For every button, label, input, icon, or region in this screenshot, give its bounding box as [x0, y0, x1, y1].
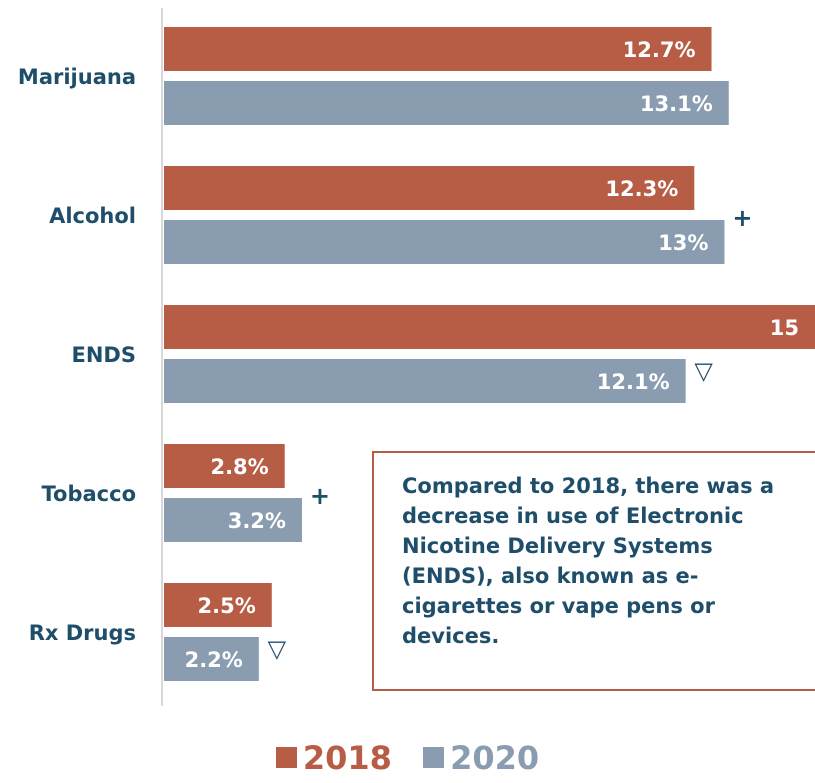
value-label-2018-rx-drugs: 2.5%	[198, 594, 256, 618]
bar-2020-tobacco	[164, 498, 302, 542]
bar-2020-rx-drugs	[164, 637, 259, 681]
decrease-marker-rx-drugs: ▽	[268, 635, 287, 663]
value-label-2018-ends: 15	[770, 316, 799, 340]
increase-marker-tobacco: +	[310, 482, 330, 510]
bar-2018-marijuana	[164, 27, 712, 71]
legend-label-2020: 2020	[450, 738, 540, 777]
decrease-marker-ends: ▽	[694, 357, 713, 385]
bar-2018-alcohol	[164, 166, 695, 210]
value-label-2018-marijuana: 12.7%	[623, 38, 696, 62]
legend-label-2018: 2018	[302, 738, 392, 777]
bar-2018-tobacco	[164, 444, 285, 488]
category-label-alcohol: Alcohol	[49, 204, 136, 228]
legend-swatch-2018	[275, 747, 297, 768]
legend-swatch-2020	[423, 747, 445, 768]
bar-2020-marijuana	[164, 81, 729, 125]
category-label-rx-drugs: Rx Drugs	[29, 621, 136, 645]
bar-2020-alcohol	[164, 220, 725, 264]
category-label-marijuana: Marijuana	[18, 65, 136, 89]
bar-2018-ends	[164, 305, 815, 349]
value-label-2020-tobacco: 3.2%	[228, 509, 286, 533]
legend: 2018 2020	[0, 738, 815, 777]
value-label-2020-marijuana: 13.1%	[640, 92, 713, 116]
legend-item-2020: 2020	[423, 739, 539, 777]
value-label-2020-rx-drugs: 2.2%	[185, 648, 243, 672]
value-label-2020-ends: 12.1%	[597, 370, 670, 394]
increase-marker-alcohol: +	[732, 204, 752, 232]
category-label-ends: ENDS	[72, 343, 136, 367]
bar-2020-ends	[164, 359, 686, 403]
category-label-tobacco: Tobacco	[42, 482, 137, 506]
callout-text: Compared to 2018, there was a decrease i…	[402, 474, 775, 648]
value-label-2018-tobacco: 2.8%	[210, 455, 268, 479]
value-label-2020-alcohol: 13%	[658, 231, 708, 255]
legend-item-2018: 2018	[275, 738, 392, 777]
bar-2018-rx-drugs	[164, 583, 272, 627]
annotation-callout: Compared to 2018, there was a decrease i…	[372, 451, 815, 691]
value-label-2018-alcohol: 12.3%	[605, 177, 678, 201]
